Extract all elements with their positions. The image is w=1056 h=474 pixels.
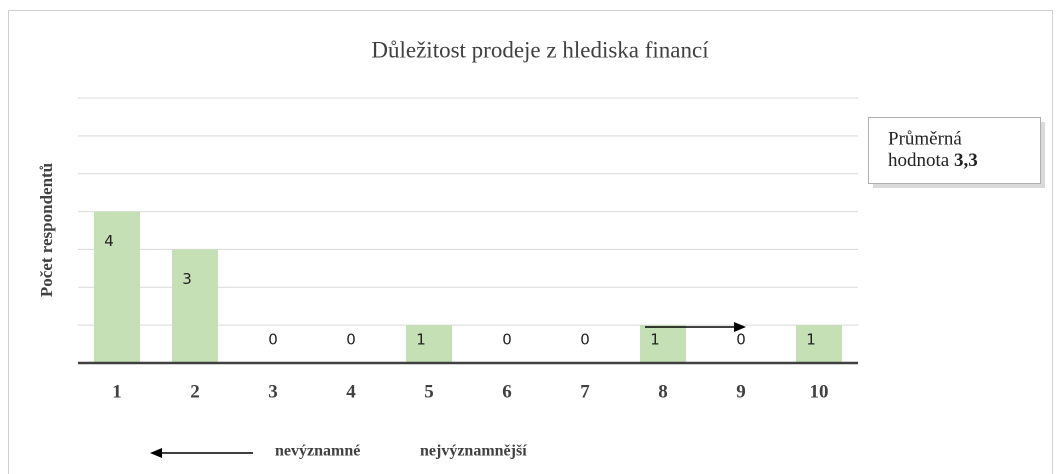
x-tick-label: 7 [580,381,590,402]
arrow-head [734,322,746,332]
data-label: 3 [182,270,192,288]
x-tick-label: 4 [346,381,356,402]
x-tick-label: 3 [268,381,278,402]
data-label: 0 [736,331,746,349]
data-label: 0 [502,331,512,349]
data-label: 4 [104,232,114,250]
bar [406,325,452,363]
bar [640,325,686,363]
annotation-line: hodnota 3,3 [888,150,978,171]
x-tick-label: 8 [658,381,668,402]
bar [94,211,140,363]
bar [172,249,218,363]
annotation-box: Průměrná hodnota 3,3 [868,117,1045,188]
annotation-rect [868,117,1041,184]
data-label: 0 [580,331,590,349]
data-label: 0 [268,331,278,349]
annotation-value: 3,3 [954,150,978,171]
chart-title: Důležitost prodeje z hlediska financí [371,37,709,62]
scale-label: nejvýznamnější [420,443,527,460]
data-label: 0 [346,331,356,349]
data-label: 1 [650,331,660,349]
x-tick-label: 9 [736,381,746,402]
scale-label: nevýznamné [275,443,360,460]
y-axis-label: Počet respondentů [37,163,56,297]
bar [796,325,842,363]
data-label: 1 [416,331,426,349]
data-label: 1 [806,331,816,349]
annotation-line: Průměrná [888,128,962,149]
chart-frame [8,10,1053,474]
x-tick-label: 10 [810,381,829,402]
x-tick-label: 5 [424,381,434,402]
annotation-text: hodnota [888,150,950,171]
x-tick-label: 6 [502,381,512,402]
x-tick-label: 1 [112,381,122,402]
arrow-head [150,448,162,458]
x-tick-label: 2 [190,381,200,402]
